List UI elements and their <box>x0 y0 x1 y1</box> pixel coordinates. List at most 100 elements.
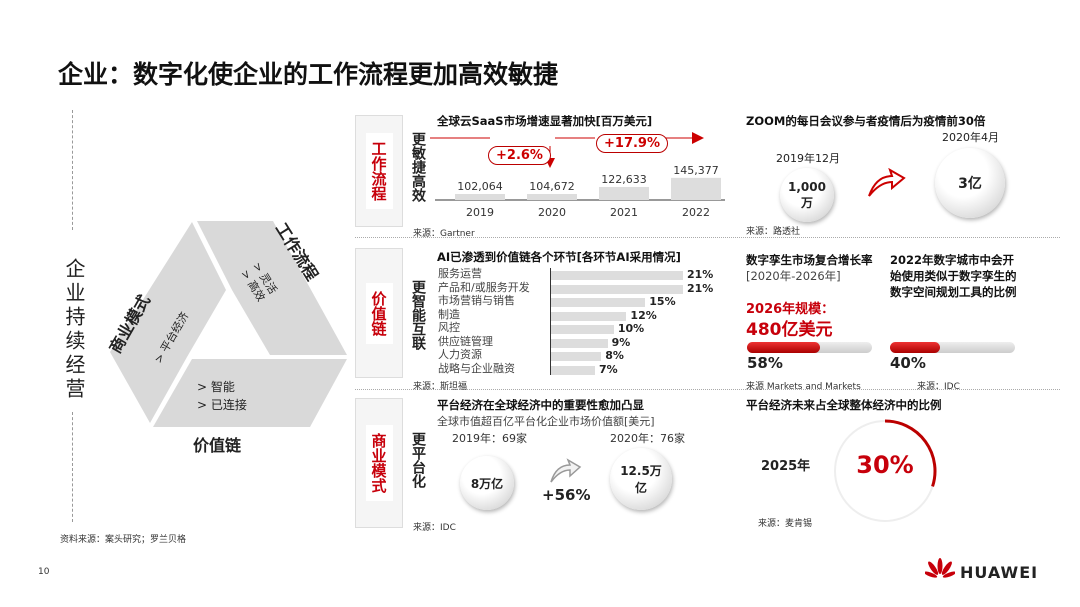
bar <box>551 284 683 294</box>
bar <box>551 271 683 280</box>
tag-workflow: 工作流程 <box>355 115 403 227</box>
year-2019: 2019年：69家 <box>452 432 527 445</box>
huawei-logo-icon <box>925 558 955 578</box>
source-note: 来源：麦肯锡 <box>758 519 813 529</box>
category-label: 战略与企业融资 <box>438 361 515 375</box>
value-chain-label: 价值链 <box>193 436 242 455</box>
source-note: 来源：Gartner <box>413 229 475 239</box>
data-label: 102,064 <box>457 180 503 193</box>
source-note: 来源：IDC <box>917 382 960 392</box>
from-value-bubble: 1,000万 <box>780 168 834 222</box>
side-label: 更平台化 <box>410 432 426 488</box>
source-note: 来源：IDC <box>413 523 456 533</box>
share-title: 平台经济未来占全球整体经济中的比例 <box>746 398 942 412</box>
bar <box>599 186 649 200</box>
bar <box>551 298 646 307</box>
twin-subtitle: [2020年-2026年] <box>746 269 841 283</box>
growth-badge: +2.6% <box>488 146 551 165</box>
data-label: 9% <box>611 335 631 349</box>
curved-arrow-icon <box>550 458 582 483</box>
workflow-segment <box>197 221 347 355</box>
city-percent: 40% <box>890 354 926 372</box>
platform-subtitle: 全球市值超百亿平台化企业市场价值额[美元] <box>437 415 655 428</box>
source-note: 资料来源：案头研究；罗兰贝格 <box>60 535 187 545</box>
bar <box>551 325 614 334</box>
category-label: 供应链管理 <box>438 334 493 348</box>
ai-title: AI已渗透到价值链各个环节[各环节AI采用情况] <box>437 250 681 264</box>
vertical-label: 企业持续经营 <box>62 258 86 402</box>
progress-fill <box>890 342 940 353</box>
scale-label: 2026年规模： <box>746 302 835 317</box>
value-chain-items: > 智能 > 已连接 <box>197 378 247 414</box>
growth-arrow <box>430 137 695 160</box>
item: > 智能 <box>197 380 235 394</box>
category-label: 市场营销与销售 <box>438 294 515 307</box>
source-note: 来源：路透社 <box>746 227 801 237</box>
saas-title: 全球云SaaS市场增速显著加快[百万美元] <box>437 114 653 128</box>
value-bubble: 8万亿 <box>460 456 514 510</box>
bar <box>455 194 505 200</box>
growth-value: +56% <box>542 486 591 504</box>
divider <box>72 110 73 230</box>
source-note: 来源：斯坦福 <box>413 382 468 392</box>
panel-workflow <box>355 110 1060 238</box>
ring-progress <box>884 419 937 487</box>
year-2020: 2020年：76家 <box>610 432 685 445</box>
city-progress-bar <box>890 342 1015 353</box>
growth-badge: +17.9% <box>596 134 668 153</box>
data-label: 21% <box>687 268 714 281</box>
category-label: 服务运营 <box>438 267 482 280</box>
triangle-diagram <box>110 221 347 427</box>
x-tick-label: 2022 <box>682 206 710 218</box>
huawei-brand: HUAWEI <box>960 563 1039 582</box>
divider <box>72 412 73 522</box>
tag-label: 价值链 <box>365 282 393 344</box>
tag-value-chain: 价值链 <box>355 248 403 378</box>
bar <box>551 352 602 361</box>
bar <box>551 311 627 321</box>
value-bubble: 12.5万亿 <box>610 448 672 510</box>
source-note: 来源 Markets and Markets <box>746 382 861 392</box>
twin-percent: 58% <box>747 354 783 372</box>
to-date: 2020年4月 <box>942 131 999 144</box>
zoom-title: ZOOM的每日会议参与者疫情后为疫情前30倍 <box>746 114 986 128</box>
category-label: 风控 <box>438 321 460 334</box>
share-year: 2025年 <box>761 459 811 474</box>
bar <box>671 177 721 200</box>
page-title: 企业：数字化使企业的工作流程更加高效敏捷 <box>58 60 559 89</box>
tag-business-model: 商业模式 <box>355 398 403 528</box>
x-tick-label: 2019 <box>466 206 494 218</box>
city-title: 2022年数字城市中会开始使用类似于数字孪生的数字空间规划工具的比例 <box>890 253 1017 299</box>
platform-title: 平台经济在全球经济中的重要性愈加凸显 <box>437 398 644 412</box>
data-label: 104,672 <box>529 180 575 193</box>
panel-value-chain <box>355 240 1060 390</box>
axis-line <box>550 268 551 375</box>
data-label: 10% <box>617 322 645 335</box>
curved-arrow-icon <box>868 168 906 197</box>
x-tick-label: 2021 <box>610 206 638 218</box>
category-label: 制造 <box>438 307 460 321</box>
category-label: 人力资源 <box>438 348 482 361</box>
data-label: 7% <box>599 362 618 376</box>
twin-title: 数字孪生市场复合增长率 <box>746 253 873 267</box>
progress-fill <box>747 342 820 353</box>
bar <box>551 338 608 348</box>
from-date: 2019年12月 <box>776 152 840 165</box>
bar <box>527 194 577 200</box>
page-number: 10 <box>38 567 50 577</box>
business-model-segment <box>110 222 226 423</box>
scale-value: 480亿美元 <box>746 320 833 340</box>
value-chain-segment <box>153 359 347 427</box>
to-value-bubble: 3亿 <box>935 148 1005 218</box>
category-label: 产品和/或服务开发 <box>438 280 530 294</box>
item: > 已连接 <box>197 398 247 412</box>
share-value: 30% <box>856 451 914 479</box>
tag-label: 商业模式 <box>365 425 393 501</box>
side-label: 更智能互联 <box>410 280 426 350</box>
data-label: 122,633 <box>601 173 647 186</box>
side-label: 更敏捷高效 <box>410 132 426 202</box>
bar <box>551 365 595 375</box>
x-tick-label: 2020 <box>538 206 566 218</box>
saas-chart: 102,064 2019 104,672 2020 122,633 2021 145,377… <box>430 132 725 218</box>
data-label: 21% <box>687 281 714 295</box>
